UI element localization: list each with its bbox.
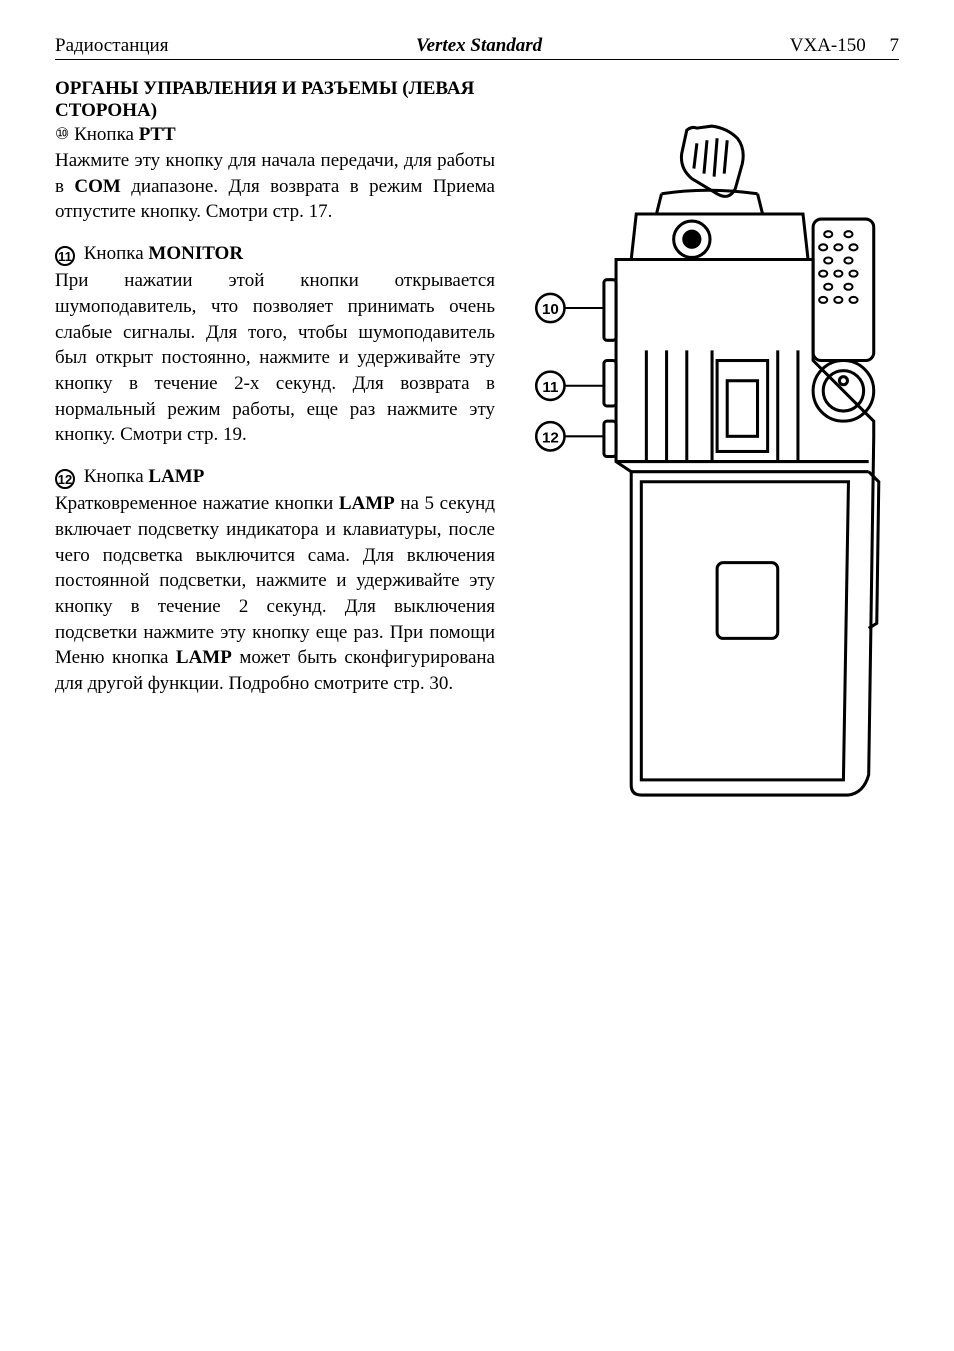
image-column: 10 11 12 (515, 78, 899, 810)
header-center-text: Vertex Standard (416, 35, 542, 57)
body-text-lamp: Кратковременное нажатие кнопки LAMP на 5… (55, 491, 495, 696)
label-bold-2: LAMP (148, 466, 204, 487)
subsection-label-lamp: 12 Кнопка LAMP (55, 466, 495, 490)
subsection-label-monitor: 11 Кнопка MONITOR (55, 243, 495, 267)
callout-10-label: 10 (542, 301, 559, 318)
marker-12-icon: 12 (55, 469, 75, 489)
header-page-number: 7 (890, 35, 900, 56)
label-bold-0: PTT (139, 124, 176, 145)
marker-11-icon: 11 (55, 246, 75, 266)
section-title: ОРГАНЫ УПРАВЛЕНИЯ И РАЗЪЕМЫ (ЛЕВАЯ СТОРО… (55, 78, 495, 122)
body-text-monitor: При нажатии этой кнопки открывается шумо… (55, 268, 495, 447)
header-left-text: Радиостанция (55, 35, 168, 57)
label-prefix-1: Кнопка (79, 243, 148, 264)
content-wrapper: ОРГАНЫ УПРАВЛЕНИЯ И РАЗЪЕМЫ (ЛЕВАЯ СТОРО… (55, 78, 899, 810)
marker-10-icon: ⑩ (55, 126, 69, 143)
page-header: Радиостанция Vertex Standard VXA-150 7 (55, 35, 899, 60)
callout-12-label: 12 (542, 429, 559, 446)
subsection-label-ptt: ⑩ Кнопка PTT (55, 124, 495, 146)
label-prefix-2: Кнопка (79, 466, 148, 487)
text-column: ОРГАНЫ УПРАВЛЕНИЯ И РАЗЪЕМЫ (ЛЕВАЯ СТОРО… (55, 78, 495, 810)
header-right-text: VXA-150 7 (790, 35, 899, 57)
body-text-ptt: Нажмите эту кнопку для начала передачи, … (55, 148, 495, 225)
radio-diagram-svg: 10 11 12 (515, 118, 899, 805)
label-prefix-0: Кнопка (69, 124, 138, 145)
label-bold-1: MONITOR (148, 243, 243, 264)
header-model: VXA-150 (790, 35, 866, 56)
callout-11-label: 11 (542, 379, 558, 396)
